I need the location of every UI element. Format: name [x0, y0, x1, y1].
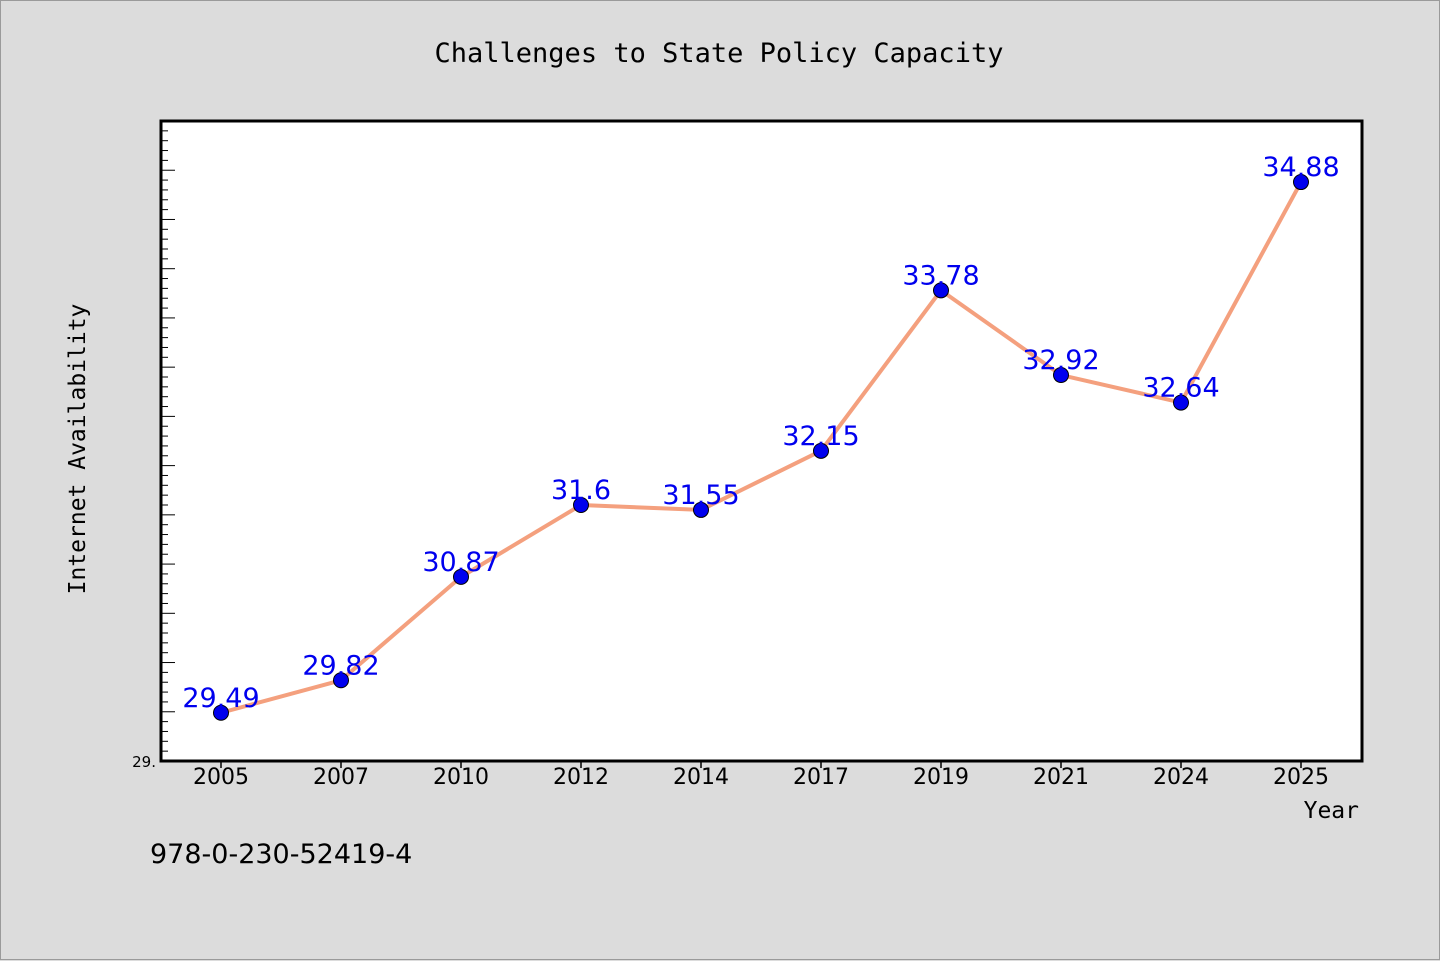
x-tick-label: 2005: [193, 765, 249, 790]
x-axis-label: Year: [1304, 798, 1359, 824]
plot-area: [159, 119, 1364, 763]
data-point: [453, 568, 469, 585]
data-point: [1173, 394, 1189, 411]
x-axis-ticks: [220, 761, 1302, 768]
x-tick-label: 2017: [793, 765, 849, 790]
data-label: 32.15: [782, 421, 859, 452]
data-point: [573, 497, 589, 513]
data-label: 30.87: [422, 547, 499, 578]
x-axis-tick-labels: 2005 2007 2010 2012 2014 2017 2019 2021 2024 2025: [193, 765, 1329, 790]
data-point: [1053, 367, 1069, 384]
x-tick-label: 2024: [1153, 765, 1209, 790]
chart-title: Challenges to State Policy Capacity: [435, 38, 1004, 69]
data-label: 29.82: [302, 650, 379, 681]
data-label: 34.88: [1262, 152, 1339, 183]
series-line: [219, 180, 1303, 715]
data-point: [333, 672, 349, 689]
data-labels: 29.49 29.82 30.87 31.6 31.55 32.15 33.78 32.92 3…: [182, 152, 1339, 714]
series-line-group: [219, 180, 1303, 715]
x-tick-label: 2019: [913, 765, 969, 790]
data-label: 29.49: [182, 683, 259, 714]
isbn-text: 978-0-230-52419-4: [150, 839, 412, 870]
y-axis-tick-label: 29.: [132, 753, 156, 771]
data-label: 33.78: [902, 260, 979, 291]
x-tick-label: 2021: [1033, 765, 1089, 790]
data-point: [693, 501, 709, 518]
x-tick-label: 2012: [553, 765, 609, 790]
y-axis-label: Internet Availability: [65, 304, 91, 595]
x-tick-label: 2014: [673, 765, 729, 790]
x-tick-label: 2025: [1273, 765, 1329, 790]
data-point: [813, 442, 829, 459]
x-tick-label: 2007: [313, 765, 369, 790]
data-label: 32.64: [1142, 373, 1219, 404]
y-axis-ticks: [161, 120, 175, 762]
x-tick-label: 2010: [433, 765, 489, 790]
data-point: [1293, 174, 1309, 191]
data-point: [213, 704, 229, 721]
data-label: 31.55: [662, 480, 739, 511]
data-label: 32.92: [1022, 345, 1099, 376]
series-markers: [213, 174, 1309, 721]
data-label: 31.6: [551, 475, 611, 506]
data-point: [933, 282, 949, 299]
